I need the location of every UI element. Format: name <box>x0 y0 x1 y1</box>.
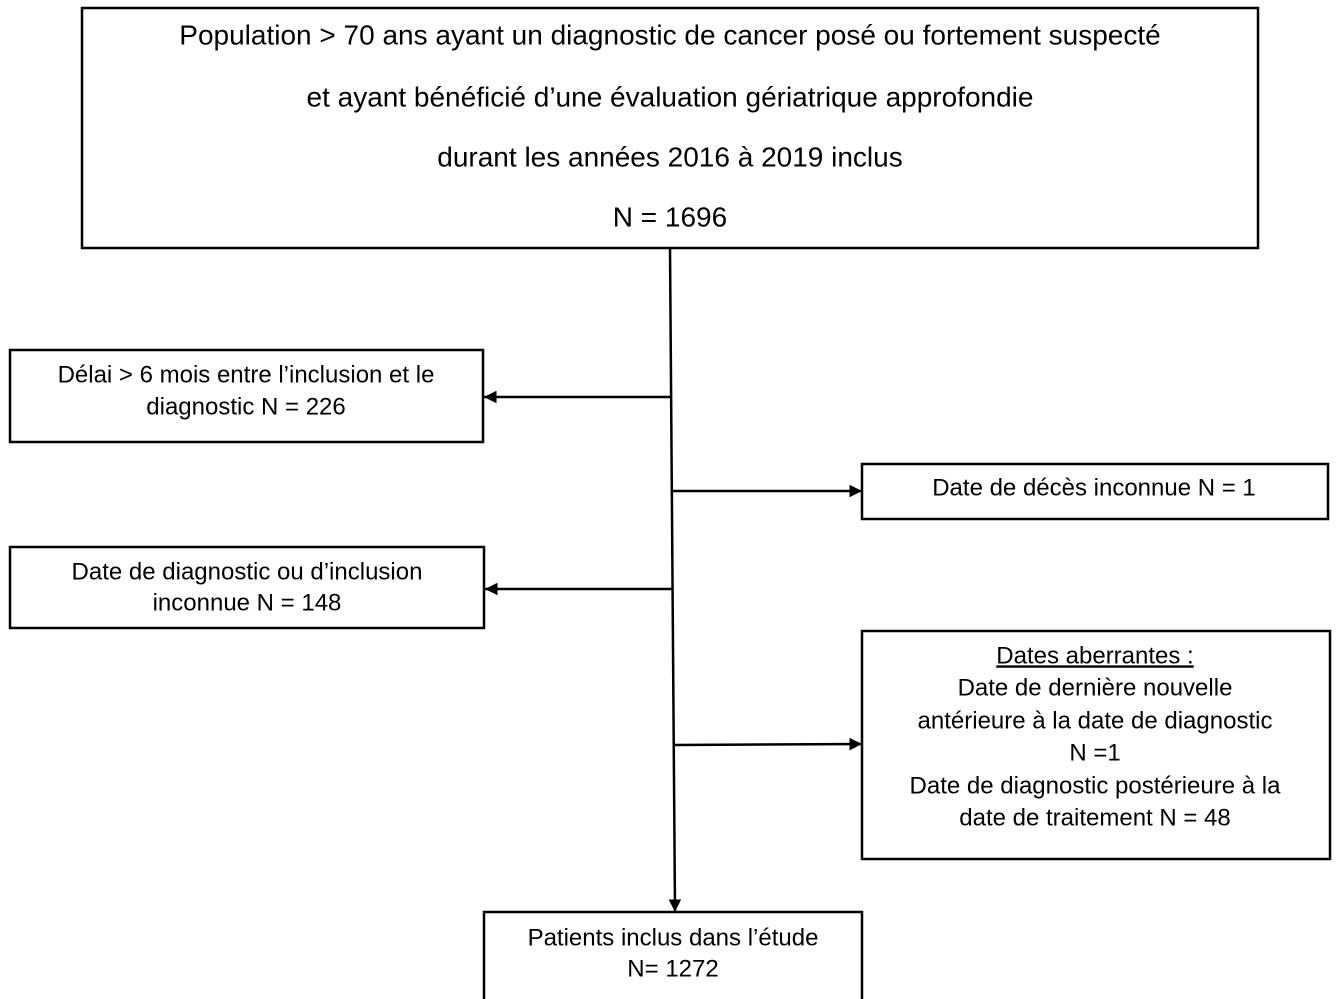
box-text: Date de diagnostic ou d’inclusion <box>72 558 423 585</box>
box-text: Population > 70 ans ayant un diagnostic … <box>179 19 1160 50</box>
box-text: N =1 <box>1069 739 1120 766</box>
box <box>8 545 486 630</box>
box-text: inconnue N = 148 <box>153 589 342 616</box>
box-text: et ayant bénéficié d’une évaluation géri… <box>307 81 1034 112</box>
box-text: date de traitement N = 48 <box>959 804 1231 831</box>
box <box>860 629 1332 861</box>
box-text: durant les années 2016 à 2019 inclus <box>437 141 902 172</box>
box <box>8 348 485 444</box>
main-connector <box>668 247 682 913</box>
box-text: Date de dernière nouvelle <box>958 674 1233 701</box>
box <box>860 462 1330 521</box>
box-text: Patients inclus dans l’étude <box>528 924 819 951</box>
arrow-right <box>673 737 863 751</box>
box-heading: Dates aberrantes : <box>996 642 1193 669</box>
box-text: diagnostic N = 226 <box>146 393 345 420</box>
box-text: Date de décès inconnue N = 1 <box>932 474 1256 501</box>
box-text: N= 1272 <box>627 955 718 982</box>
box-text: N = 1696 <box>613 201 727 232</box>
box <box>482 910 864 999</box>
box-text: Délai > 6 mois entre l’inclusion et le <box>58 361 435 388</box>
box-text: antérieure à la date de diagnostic <box>918 707 1273 734</box>
box <box>80 6 1260 250</box>
box-text: Date de diagnostic postérieure à la <box>910 772 1282 799</box>
